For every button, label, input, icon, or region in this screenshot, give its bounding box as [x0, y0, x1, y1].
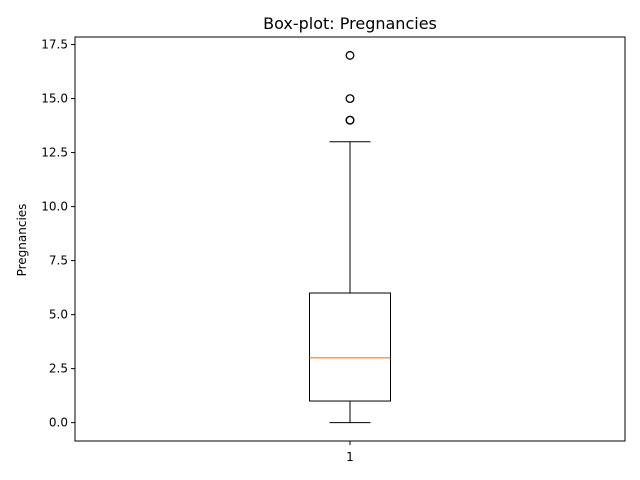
y-tick-label: 10.0 — [41, 200, 68, 214]
y-axis-label: Pregnancies — [15, 204, 29, 277]
y-tick-label: 0.0 — [49, 416, 68, 430]
y-tick-label: 17.5 — [41, 38, 68, 52]
y-axis-ticks: 0.0 2.5 5.0 7.5 10.0 12.5 15.0 17.5 — [41, 38, 75, 430]
chart-title: Box-plot: Pregnancies — [263, 14, 437, 33]
outlier-point — [345, 50, 355, 60]
outlier-point — [345, 94, 355, 104]
outlier-point — [345, 115, 355, 125]
plot-frame — [74, 36, 626, 442]
x-axis-ticks: 1 — [346, 441, 354, 464]
y-tick-label: 2.5 — [49, 362, 68, 376]
iqr-box — [309, 292, 391, 402]
y-tick-label: 5.0 — [49, 308, 68, 322]
y-tick-label: 12.5 — [41, 146, 68, 160]
x-tick-label: 1 — [346, 450, 354, 464]
y-tick-label: 15.0 — [41, 92, 68, 106]
box-group — [309, 50, 391, 424]
y-tick-label: 7.5 — [49, 254, 68, 268]
